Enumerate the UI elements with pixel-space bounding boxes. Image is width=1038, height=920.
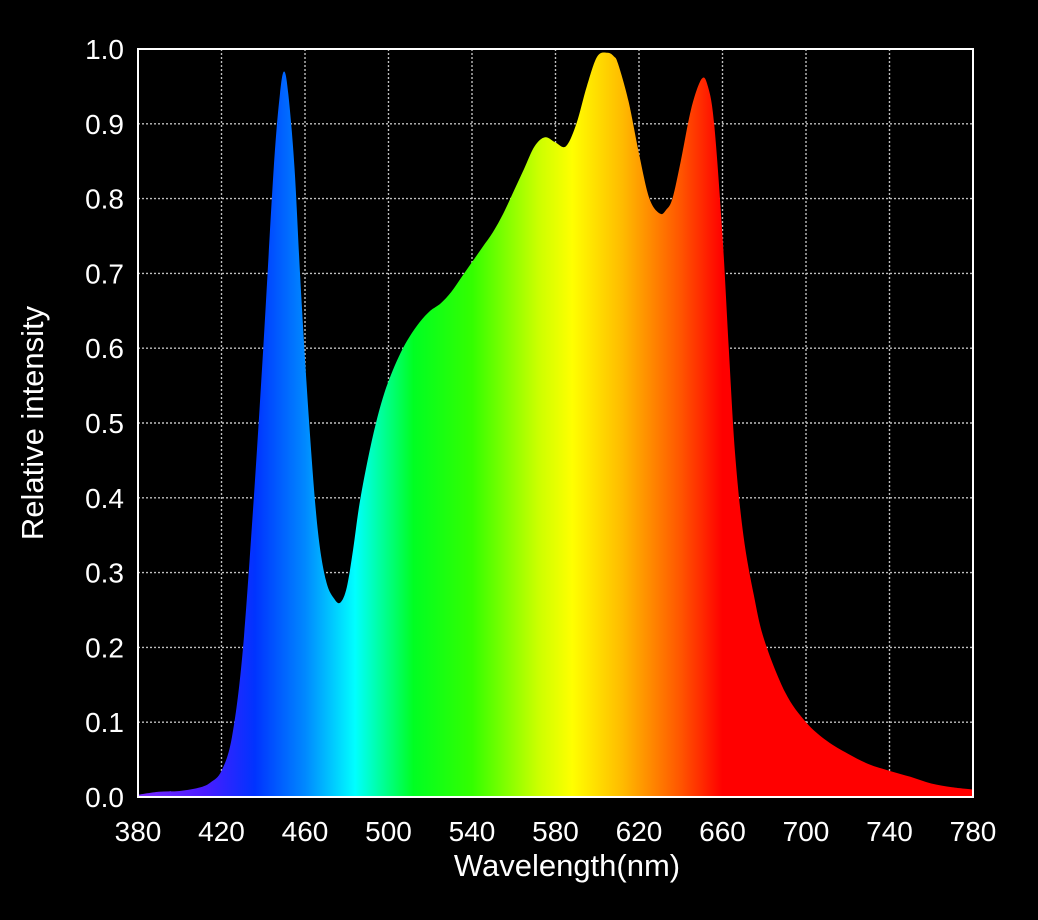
x-tick-label: 660 [699, 816, 746, 847]
spectrum-area [138, 52, 973, 798]
x-tick-label: 420 [198, 816, 245, 847]
y-tick-label: 0.4 [85, 483, 124, 514]
x-tick-label: 540 [449, 816, 496, 847]
y-tick-label: 0.3 [85, 558, 124, 589]
y-tick-label: 0.2 [85, 632, 124, 663]
x-tick-label: 460 [282, 816, 329, 847]
y-tick-label: 0.7 [85, 258, 124, 289]
x-tick-label: 380 [115, 816, 162, 847]
x-tick-label: 780 [950, 816, 997, 847]
x-tick-label: 740 [866, 816, 913, 847]
x-axis-title: Wavelength(nm) [454, 848, 680, 883]
y-tick-label: 0.0 [85, 782, 124, 813]
y-tick-label: 0.6 [85, 333, 124, 364]
x-tick-label: 580 [532, 816, 579, 847]
x-tick-label: 500 [365, 816, 412, 847]
y-tick-label: 0.5 [85, 408, 124, 439]
y-tick-label: 0.9 [85, 109, 124, 140]
y-tick-label: 0.8 [85, 184, 124, 215]
plot-frame [137, 48, 974, 798]
y-axis-ticks: 0.0 0.1 0.2 0.3 0.4 0.5 0.6 0.7 0.8 0.9 1.0 [85, 34, 124, 813]
y-tick-label: 0.1 [85, 707, 124, 738]
x-tick-label: 620 [616, 816, 663, 847]
y-tick-label: 1.0 [85, 34, 124, 65]
x-tick-label: 700 [783, 816, 830, 847]
x-axis-ticks: 380 420 460 500 540 580 620 660 700 740 780 [115, 816, 997, 847]
y-axis-title: Relative intensity [15, 305, 50, 540]
